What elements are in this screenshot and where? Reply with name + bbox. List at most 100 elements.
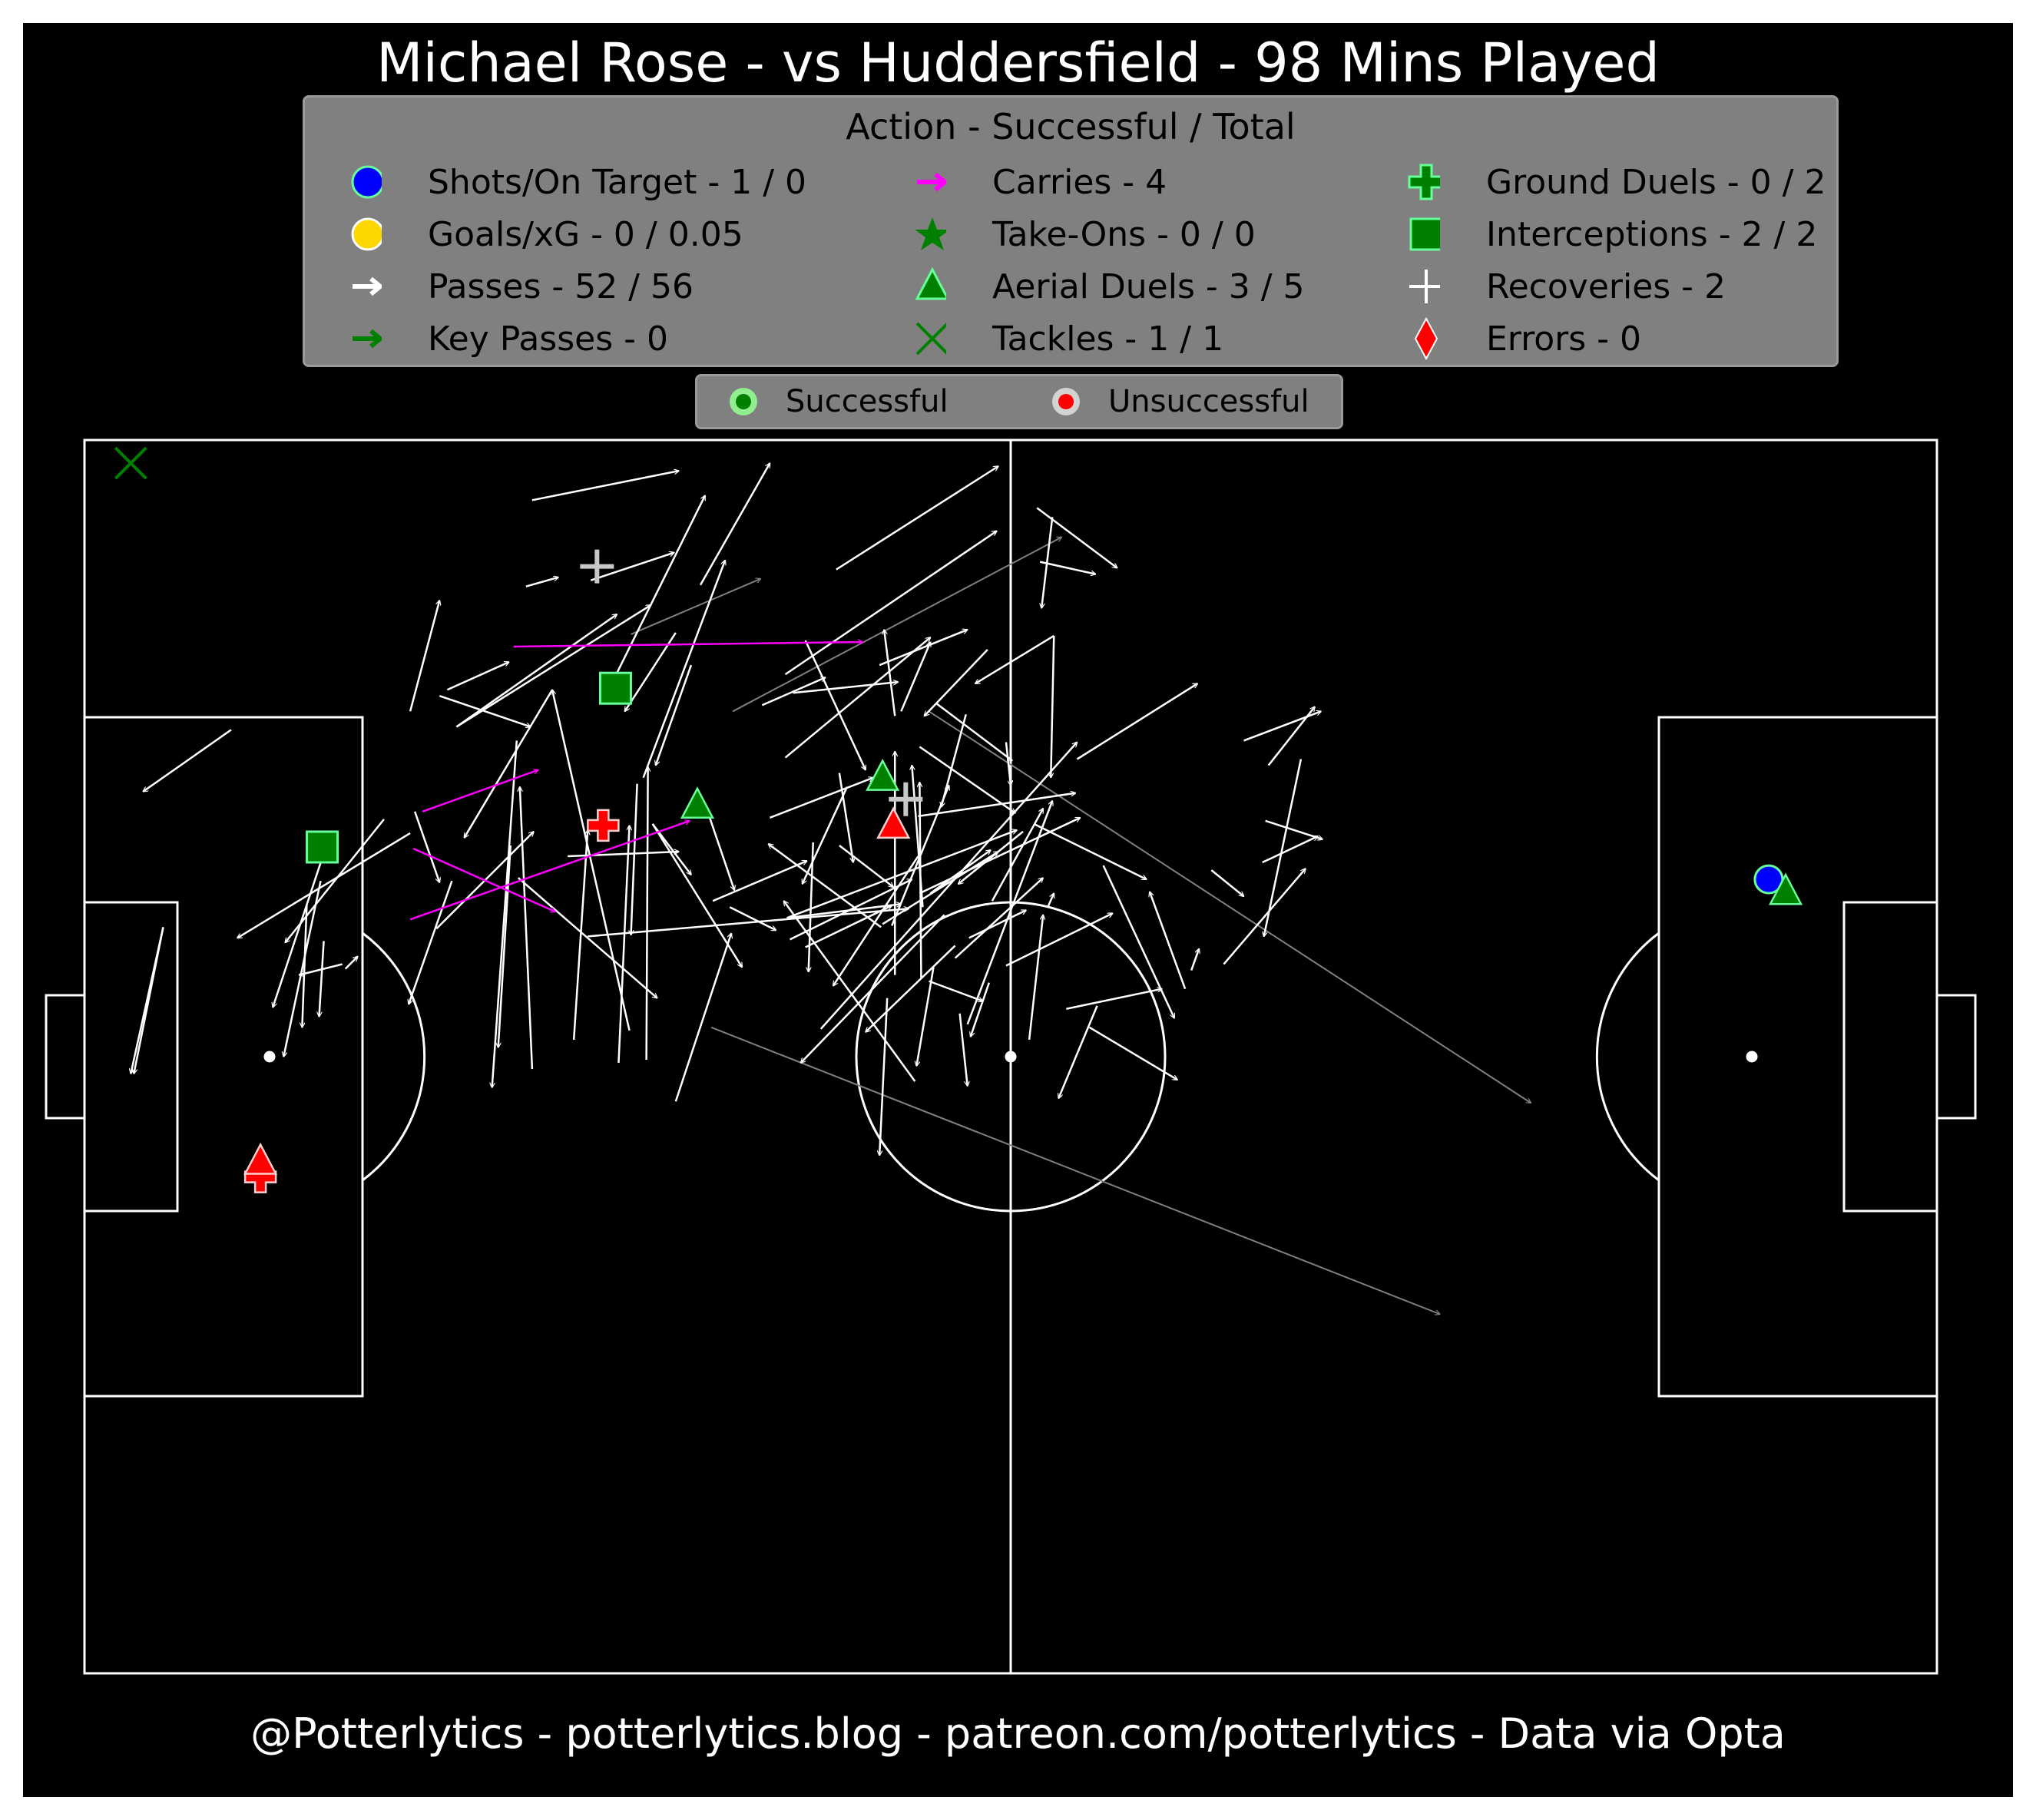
tackle-marker bbox=[114, 446, 147, 480]
x-marker-icon bbox=[915, 322, 946, 356]
pass-arrow bbox=[302, 904, 308, 1027]
pass-arrow bbox=[712, 861, 807, 902]
pass-arrow bbox=[631, 783, 638, 935]
pass-arrow bbox=[804, 640, 867, 770]
ground-duel-marker bbox=[587, 809, 620, 842]
aerial-duel-marker bbox=[680, 786, 715, 819]
carry-arrow bbox=[409, 821, 690, 921]
pass-arrow bbox=[966, 801, 1053, 1025]
penalty-arc-right bbox=[1595, 932, 1660, 1182]
chart-title: Michael Rose - vs Huddersfield - 98 Mins… bbox=[376, 31, 1660, 94]
pass-arrow bbox=[1051, 635, 1055, 778]
success-dot-icon bbox=[730, 388, 757, 415]
pass-arrow bbox=[900, 642, 930, 712]
pass-arrow bbox=[610, 495, 707, 686]
pass-arrow bbox=[786, 904, 902, 919]
pass-arrow bbox=[1036, 507, 1117, 568]
pass-arrow bbox=[1033, 822, 1147, 881]
pass-arrow bbox=[1265, 819, 1323, 839]
square-marker-icon bbox=[1409, 217, 1440, 251]
pitch-markings bbox=[45, 438, 1977, 1675]
centre-circle bbox=[855, 901, 1167, 1213]
pass-arrow bbox=[971, 982, 991, 1037]
pass-arrow bbox=[705, 808, 734, 890]
pass-arrow bbox=[958, 830, 1024, 884]
pass-arrow bbox=[958, 1013, 968, 1086]
pass-arrow bbox=[1210, 869, 1243, 896]
aerial-duel-marker bbox=[876, 806, 911, 839]
pass-arrow bbox=[446, 662, 508, 691]
fail-dot-icon bbox=[1052, 388, 1080, 415]
pass-arrow bbox=[1005, 742, 1011, 785]
pass-arrow bbox=[1262, 835, 1318, 864]
aerial-duel-marker bbox=[1768, 872, 1803, 905]
pass-arrow bbox=[143, 729, 232, 791]
pass-arrow bbox=[283, 880, 322, 1057]
pass-unsuccessful-arrow bbox=[928, 710, 1531, 1103]
six-yard-box-right bbox=[1842, 901, 1938, 1213]
pass-arrow bbox=[1102, 865, 1176, 1018]
pass-arrow bbox=[1058, 1005, 1098, 1098]
arrow-icon bbox=[353, 276, 382, 296]
pass-arrow bbox=[929, 850, 990, 895]
cross-marker-icon bbox=[1409, 270, 1440, 303]
penalty-arc-left bbox=[362, 932, 426, 1182]
pass-arrow bbox=[647, 767, 648, 1061]
arrow-icon bbox=[353, 329, 382, 349]
footer-credit: @Potterlytics - potterlytics.blog - patr… bbox=[250, 1709, 1786, 1758]
pass-arrow bbox=[805, 905, 892, 948]
pass-arrow bbox=[344, 957, 358, 970]
pass-arrow bbox=[924, 649, 988, 716]
pass-arrow bbox=[942, 714, 967, 806]
pass-arrow bbox=[1076, 683, 1197, 760]
pass-arrow bbox=[975, 634, 1054, 685]
passes-layer bbox=[131, 463, 1531, 1314]
recovery-marker bbox=[580, 549, 614, 584]
pass-arrow bbox=[1223, 869, 1306, 965]
interception-marker bbox=[598, 671, 632, 705]
pass-arrow bbox=[784, 901, 916, 1082]
pass-arrow bbox=[299, 963, 343, 975]
status-legend: Successful Unsuccessful bbox=[695, 374, 1343, 429]
pass-arrow bbox=[768, 844, 882, 928]
pass-arrow bbox=[916, 967, 935, 1066]
pass-arrow bbox=[590, 553, 674, 581]
pass-arrow bbox=[588, 908, 909, 938]
pass-arrow bbox=[786, 830, 1017, 919]
pass-arrow bbox=[1066, 989, 1162, 1010]
pass-arrow bbox=[1005, 912, 1113, 967]
legend-title: Action - Successful / Total bbox=[846, 106, 1296, 147]
pass-arrow bbox=[1041, 517, 1054, 607]
pass-arrow bbox=[919, 746, 1015, 812]
pass-arrow bbox=[801, 914, 945, 1063]
pass-arrow bbox=[624, 632, 677, 711]
arrow-icon bbox=[917, 172, 946, 192]
pass-arrow bbox=[1028, 915, 1043, 1041]
aerial-duel-marker bbox=[243, 1142, 278, 1175]
pass-arrow bbox=[674, 933, 731, 1102]
pass-arrow bbox=[439, 695, 531, 726]
pass-arrow bbox=[1047, 893, 1054, 908]
pass-arrow bbox=[617, 826, 629, 1064]
goal-right bbox=[1935, 994, 1977, 1120]
carry-arrow bbox=[412, 847, 555, 912]
pass-arrow bbox=[729, 906, 776, 932]
pass-arrow bbox=[455, 614, 617, 728]
interception-marker bbox=[306, 830, 339, 864]
pass-arrow bbox=[838, 773, 853, 862]
penalty-spot-right bbox=[1746, 1051, 1758, 1063]
pass-arrow bbox=[409, 880, 453, 1004]
pass-arrow bbox=[793, 682, 899, 694]
pass-arrow bbox=[882, 850, 998, 925]
pass-arrow bbox=[912, 766, 924, 908]
pass-arrow bbox=[832, 855, 919, 986]
pass-arrow bbox=[761, 677, 825, 706]
pass-arrow bbox=[1190, 948, 1199, 971]
pass-arrow bbox=[879, 998, 889, 1156]
pass-arrow bbox=[968, 909, 1026, 939]
pass-arrow bbox=[409, 601, 439, 712]
pass-arrow bbox=[517, 877, 657, 998]
pass-arrow bbox=[572, 830, 588, 1041]
pass-arrow bbox=[1088, 1026, 1178, 1081]
